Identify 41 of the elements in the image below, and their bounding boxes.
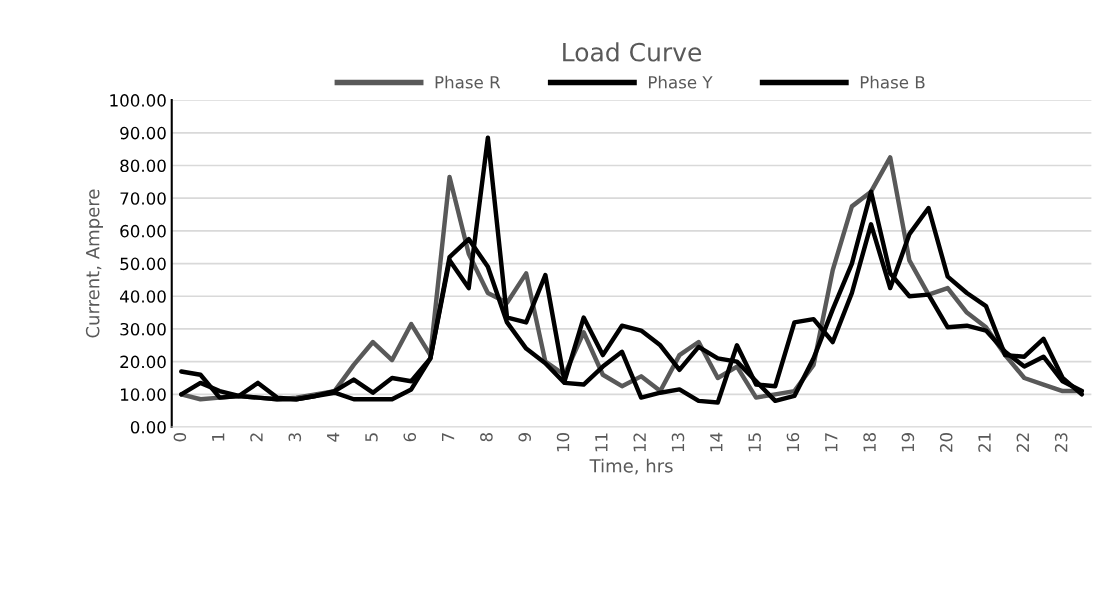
y-tick-label: 100.00: [110, 94, 166, 107]
x-tick-label: 1: [212, 433, 225, 441]
y-tick-label: 20.00: [120, 355, 166, 369]
y-tick-label: 50.00: [120, 257, 166, 271]
y-tick-label: 30.00: [120, 322, 166, 336]
x-tick-label: 2: [250, 433, 263, 442]
x-tick-label: 3: [288, 433, 302, 442]
y-tick-label: 70.00: [120, 192, 166, 205]
x-tick-label: 14: [710, 432, 723, 452]
x-axis-title: Time, hrs: [589, 458, 673, 475]
x-tick-label: 16: [786, 432, 800, 452]
x-tick-label: 18: [863, 433, 876, 452]
x-tick-label: 21: [978, 433, 991, 452]
x-tick-label: 19: [901, 433, 915, 452]
x-tick-label: 13: [671, 433, 685, 452]
y-axis-title: Current, Ampere: [85, 189, 104, 338]
x-tick-label: 12: [633, 433, 646, 452]
legend-label: Phase R: [435, 75, 501, 89]
x-tick-label: 23: [1054, 433, 1068, 452]
y-tick-label: 40.00: [119, 290, 166, 303]
legend-label: Phase Y: [648, 75, 713, 89]
y-tick-label: 60.00: [120, 224, 166, 238]
x-tick-label: 11: [595, 433, 608, 452]
chart-title: Load Curve: [563, 42, 702, 62]
legend-label: Phase B: [860, 75, 925, 89]
x-tick-label: 17: [825, 433, 838, 452]
x-tick-label: 8: [480, 433, 493, 442]
y-tick-label: 10.00: [121, 388, 166, 401]
x-tick-label: 22: [1016, 433, 1029, 452]
x-tick-label: 15: [748, 433, 761, 452]
x-tick-label: 10: [556, 432, 570, 452]
y-tick-label: 80.00: [120, 159, 166, 173]
x-tick-label: 6: [403, 432, 417, 442]
x-tick-label: 5: [365, 433, 378, 442]
x-tick-label: 9: [518, 433, 532, 442]
x-tick-label: 0: [173, 432, 187, 442]
x-tick-label: 4: [327, 432, 340, 442]
y-tick-label: 90.00: [120, 126, 166, 140]
x-tick-label: 7: [442, 433, 455, 442]
y-tick-label: 0.00: [130, 420, 166, 434]
x-tick-label: 20: [939, 432, 953, 452]
